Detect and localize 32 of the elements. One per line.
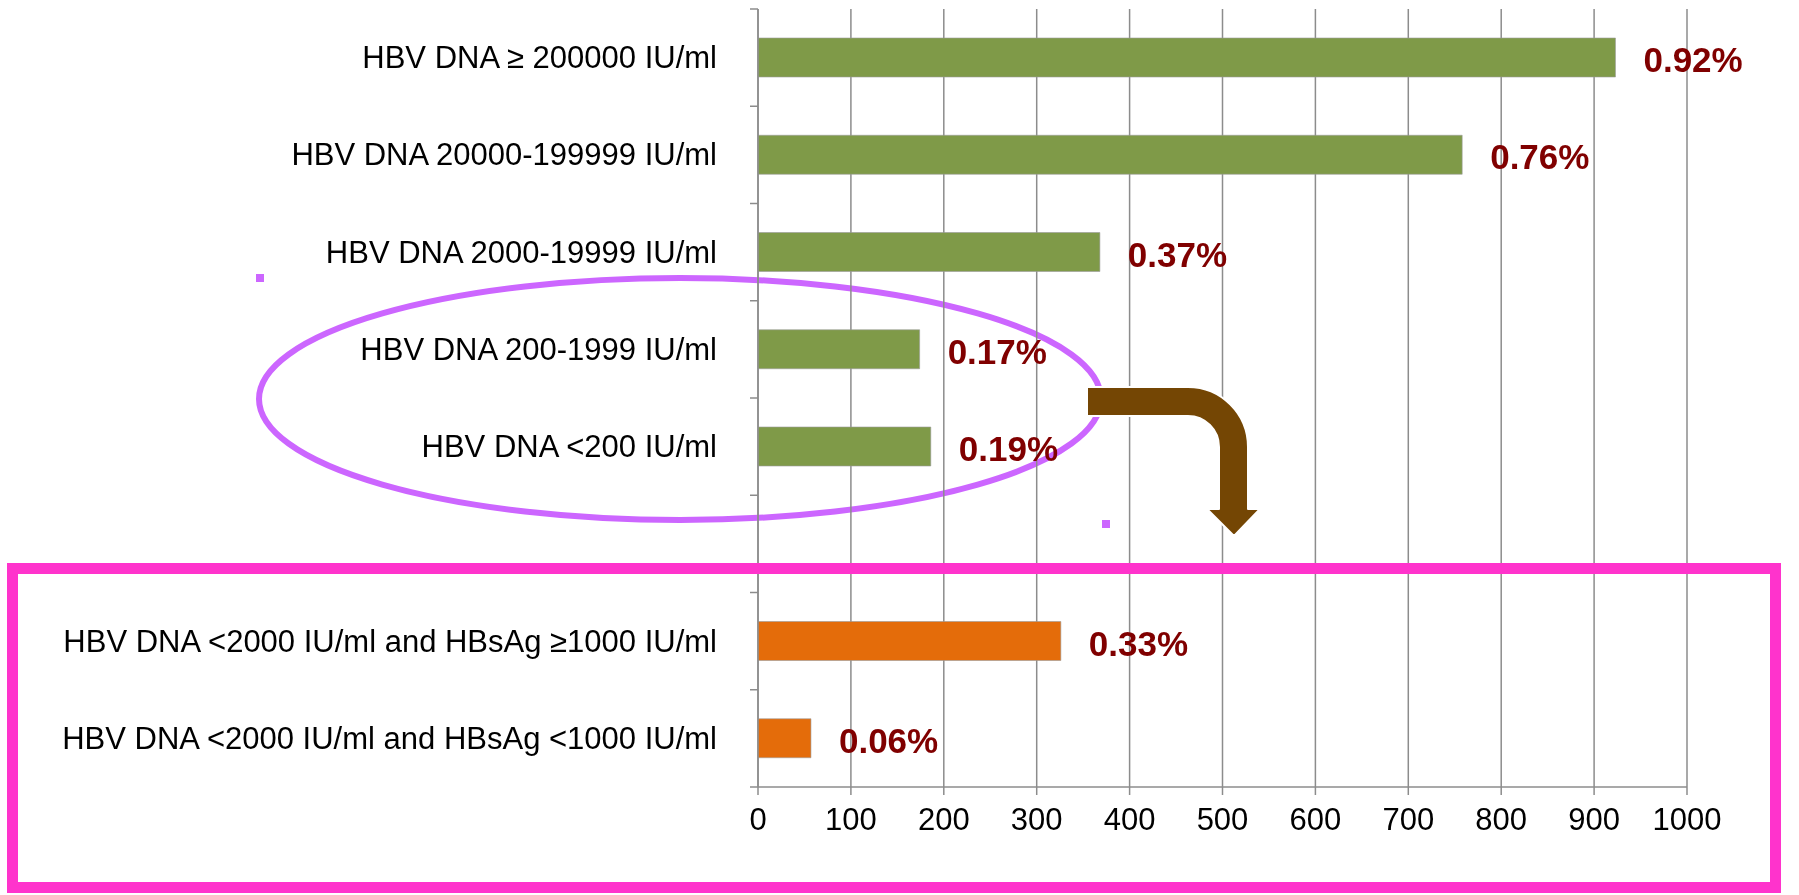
x-tick-label: 0 — [749, 802, 767, 838]
annotation: 0.92% — [1643, 40, 1743, 80]
x-tick-label: 100 — [825, 802, 877, 838]
bar — [758, 426, 932, 467]
x-tick-label: 200 — [917, 802, 970, 838]
annotation: 0.37% — [1127, 234, 1228, 274]
x-tick-label: 600 — [1289, 802, 1342, 838]
x-tick-label: 400 — [1103, 802, 1156, 838]
x-tick-label: 1000 — [1652, 802, 1722, 838]
annotation: 0.33% — [1088, 623, 1189, 663]
y-tick-label: HBV DNA 20000-199999 IU/ml — [291, 137, 717, 173]
bar — [758, 718, 812, 759]
y-tick-label: HBV DNA 2000-19999 IU/ml — [325, 234, 717, 270]
annotation: 0.17% — [947, 331, 1047, 371]
bar — [758, 621, 1062, 661]
x-tick-label: 500 — [1196, 802, 1249, 838]
x-tick-label: 900 — [1568, 802, 1620, 838]
y-tick-label: HBV DNA <2000 IU/ml and HBsAg <1000 IU/ml — [62, 720, 717, 756]
bar — [758, 232, 1101, 272]
annotation: 0.76% — [1490, 137, 1590, 177]
y-tick-label: HBV DNA 200-1999 IU/ml — [360, 331, 717, 367]
y-tick-label: HBV DNA <200 IU/ml — [421, 429, 717, 465]
annotation: 0.06% — [838, 720, 939, 760]
y-tick-label: HBV DNA <2000 IU/ml and HBsAg ≥1000 IU/ml — [63, 623, 717, 659]
bar — [758, 134, 1463, 175]
x-tick-label: 300 — [1010, 802, 1063, 838]
bar — [758, 37, 1616, 78]
bar — [758, 329, 920, 370]
x-tick-label: 800 — [1475, 802, 1528, 838]
annotation: 0.19% — [958, 429, 1059, 469]
y-tick-label: HBV DNA ≥ 200000 IU/ml — [362, 40, 717, 76]
x-tick-label: 700 — [1382, 802, 1435, 838]
